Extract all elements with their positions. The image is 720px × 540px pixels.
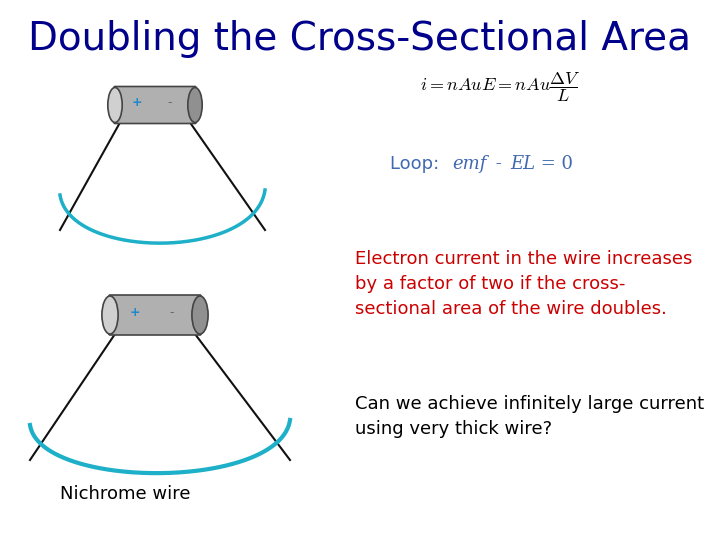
Text: EL: EL <box>510 155 535 173</box>
Ellipse shape <box>108 87 122 123</box>
Text: -: - <box>169 307 174 320</box>
Text: Can we achieve infinitely large current
using very thick wire?: Can we achieve infinitely large current … <box>355 395 704 438</box>
Text: -: - <box>490 155 508 173</box>
Ellipse shape <box>192 296 208 334</box>
FancyBboxPatch shape <box>109 295 201 335</box>
Text: emf: emf <box>452 155 487 173</box>
Text: $i = nAuE = nAu\dfrac{\Delta V}{L}$: $i = nAuE = nAu\dfrac{\Delta V}{L}$ <box>420 70 580 104</box>
Text: +: + <box>130 307 140 320</box>
Text: Doubling the Cross-Sectional Area: Doubling the Cross-Sectional Area <box>29 20 691 58</box>
Text: = 0: = 0 <box>535 155 573 173</box>
Ellipse shape <box>188 87 202 123</box>
FancyBboxPatch shape <box>114 86 196 124</box>
Text: Electron current in the wire increases
by a factor of two if the cross-
sectiona: Electron current in the wire increases b… <box>355 250 693 318</box>
Text: +: + <box>132 97 143 110</box>
Text: Loop:: Loop: <box>390 155 445 173</box>
Ellipse shape <box>102 296 118 334</box>
Text: Nichrome wire: Nichrome wire <box>60 485 191 503</box>
Text: -: - <box>167 97 171 110</box>
